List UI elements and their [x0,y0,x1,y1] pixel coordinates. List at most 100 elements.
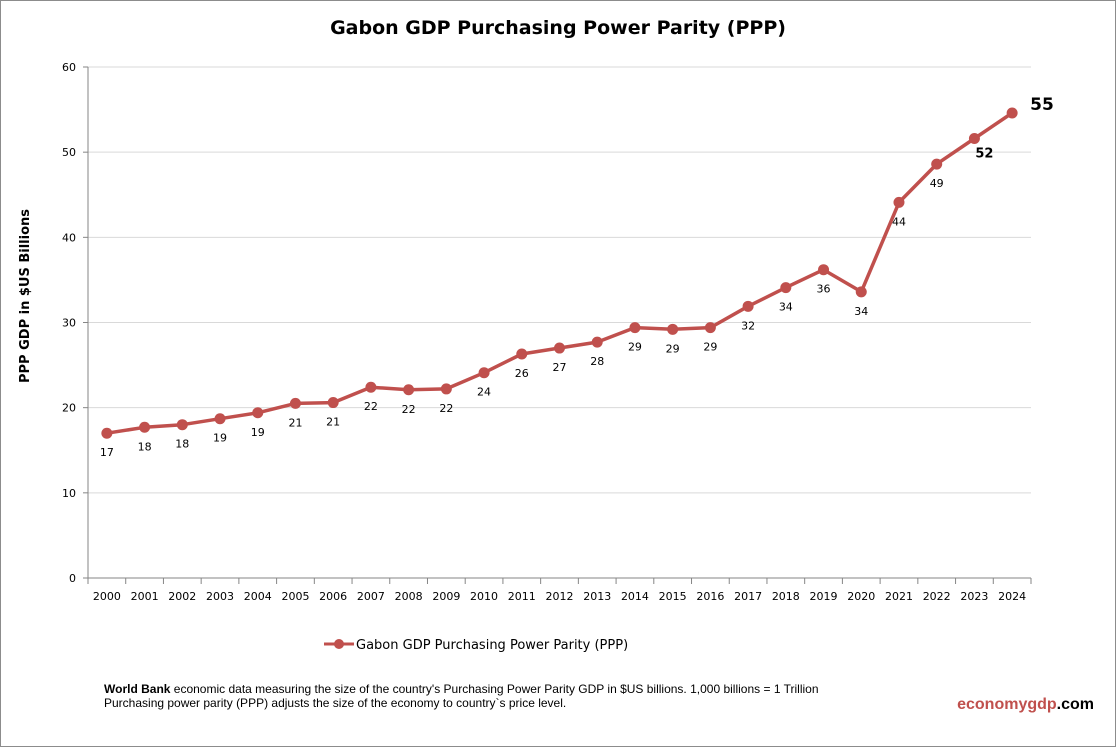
x-tick-label: 2007 [357,590,385,603]
data-point [327,397,339,409]
data-point [591,336,603,348]
data-point [629,322,641,334]
data-label: 32 [741,319,755,332]
data-point [440,383,452,395]
series-line [106,111,1014,435]
data-label: 18 [175,438,189,451]
gridlines [88,66,1031,494]
data-point [780,282,792,294]
y-tick-label: 40 [62,231,76,244]
y-tick-label: 30 [62,317,76,330]
data-label: 34 [854,305,868,318]
data-point [214,413,226,425]
data-point [855,286,867,298]
y-tick-label: 60 [62,61,76,74]
data-point [403,384,415,396]
x-tick-label: 2015 [659,590,687,603]
x-tick-label: 2021 [885,590,913,603]
x-tick-label: 2014 [621,590,649,603]
legend-label: Gabon GDP Purchasing Power Parity (PPP) [356,638,628,653]
data-point [554,342,565,354]
data-point [667,323,679,335]
data-point [893,196,905,208]
data-label: 17 [100,446,114,459]
data-label: 24 [477,386,491,399]
x-tick-label: 2008 [395,590,423,603]
data-label: 22 [402,403,416,416]
footer-line-1: World Bank economic data measuring the s… [104,682,924,696]
x-tick-label: 2024 [998,590,1026,603]
x-tick-label: 2003 [206,590,234,603]
data-point [931,158,943,170]
y-tick-labels: 0 10 20 30 40 50 60 [62,61,76,585]
data-label: 22 [439,402,453,415]
y-tick-label: 20 [62,402,76,415]
data-point [252,407,264,419]
data-point [704,322,716,334]
data-label: 34 [779,301,793,314]
data-labels: 17 18 18 19 19 21 21 22 22 22 24 26 27 28 29 29 29 32 34 36… [100,95,1054,459]
data-point [289,397,301,409]
data-point [516,348,528,360]
data-label: 18 [138,440,152,453]
brand-suffix: .com [1056,696,1094,713]
data-label: 22 [364,400,378,413]
footer-note: World Bank economic data measuring the s… [104,682,924,710]
footer-line-2: Purchasing power parity (PPP) adjusts th… [104,696,567,710]
x-tick-label: 2018 [772,590,800,603]
y-tick-label: 50 [62,146,76,159]
data-point [1006,107,1018,119]
x-tick-labels: 2000 2001 2002 2003 2004 2005 2006 2007 2008 2009… [93,590,1026,603]
data-point [139,421,151,433]
data-label: 36 [817,283,831,296]
x-tick-label: 2020 [847,590,875,603]
data-point [818,264,830,276]
data-point [742,300,754,312]
data-label: 29 [628,341,642,354]
brand-name: economygdp [957,696,1057,713]
data-point [365,381,377,393]
legend-marker [334,639,344,649]
data-label: 27 [553,361,567,374]
data-point [478,367,490,379]
data-label: 28 [590,355,604,368]
data-label: 29 [666,342,680,355]
x-tick-label: 2010 [470,590,498,603]
data-label: 26 [515,367,529,380]
x-tick-label: 2023 [960,590,988,603]
axes [83,66,1032,584]
x-tick-label: 2001 [131,590,159,603]
x-tick-label: 2004 [244,590,272,603]
series-gabon-gdp-ppp [101,107,1018,439]
x-tick-label: 2000 [93,590,121,603]
y-tick-label: 10 [62,487,76,500]
chart-title: Gabon GDP Purchasing Power Parity (PPP) [330,17,786,39]
footer-text-1: economic data measuring the size of the … [170,682,819,696]
y-tick-label: 0 [69,572,76,585]
data-label: 21 [288,416,302,429]
x-tick-label: 2022 [923,590,951,603]
data-label: 21 [326,416,340,429]
x-tick-label: 2019 [810,590,838,603]
x-tick-label: 2013 [583,590,611,603]
legend: Gabon GDP Purchasing Power Parity (PPP) [324,638,628,653]
data-label: 52 [975,147,993,162]
data-label: 49 [930,177,944,190]
data-label: 29 [703,341,717,354]
data-label: 44 [892,215,906,228]
x-tick-label: 2005 [281,590,309,603]
data-label: 19 [213,432,227,445]
data-label: 19 [251,426,265,439]
x-tick-label: 2009 [432,590,460,603]
data-label: 55 [1030,95,1054,115]
x-tick-label: 2002 [168,590,196,603]
data-point [968,133,980,145]
x-tick-label: 2012 [546,590,574,603]
y-axis-label: PPP GDP in $US Billions [18,209,33,383]
x-tick-label: 2017 [734,590,762,603]
brand-logo: economygdp.com [957,696,1094,714]
data-point [176,419,188,431]
footer-source: World Bank [104,682,171,696]
